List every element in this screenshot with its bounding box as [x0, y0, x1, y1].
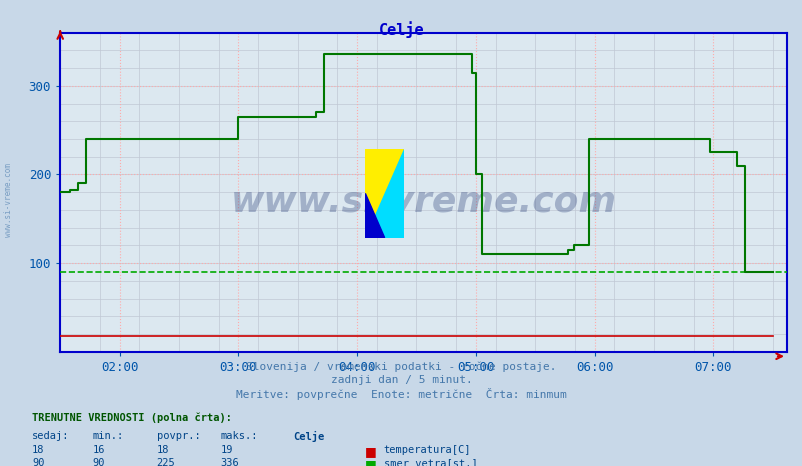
Text: ■: ■ — [365, 445, 377, 458]
Text: temperatura[C]: temperatura[C] — [383, 445, 471, 454]
Text: Celje: Celje — [293, 431, 324, 442]
Polygon shape — [365, 149, 403, 238]
Polygon shape — [365, 149, 403, 238]
Text: 16: 16 — [92, 445, 105, 454]
Text: sedaj:: sedaj: — [32, 431, 70, 440]
Text: ■: ■ — [365, 458, 377, 466]
Text: Celje: Celje — [379, 21, 423, 38]
Text: www.si-vreme.com: www.si-vreme.com — [230, 185, 616, 219]
Text: povpr.:: povpr.: — [156, 431, 200, 440]
Text: 336: 336 — [221, 458, 239, 466]
Text: www.si-vreme.com: www.si-vreme.com — [3, 164, 13, 237]
Text: 18: 18 — [32, 445, 45, 454]
Text: TRENUTNE VREDNOSTI (polna črta):: TRENUTNE VREDNOSTI (polna črta): — [32, 412, 232, 423]
Text: zadnji dan / 5 minut.: zadnji dan / 5 minut. — [330, 375, 472, 384]
Text: 90: 90 — [92, 458, 105, 466]
Text: smer vetra[st.]: smer vetra[st.] — [383, 458, 477, 466]
Text: 18: 18 — [156, 445, 169, 454]
Text: Meritve: povprečne  Enote: metrične  Črta: minmum: Meritve: povprečne Enote: metrične Črta:… — [236, 388, 566, 400]
Text: 90: 90 — [32, 458, 45, 466]
Text: min.:: min.: — [92, 431, 124, 440]
Polygon shape — [365, 193, 384, 238]
Text: 19: 19 — [221, 445, 233, 454]
Text: 225: 225 — [156, 458, 175, 466]
Text: Slovenija / vremenski podatki - ročne postaje.: Slovenija / vremenski podatki - ročne po… — [246, 361, 556, 372]
Text: maks.:: maks.: — [221, 431, 258, 440]
